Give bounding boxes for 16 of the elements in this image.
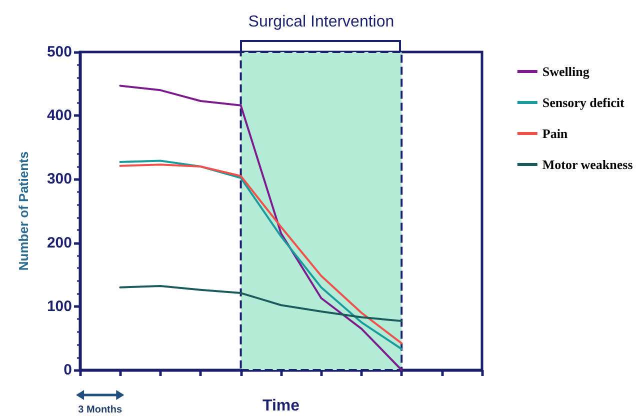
text: 3 Months xyxy=(78,404,122,416)
legend-label: Swelling xyxy=(542,64,590,79)
y-tick-label: 0 xyxy=(64,362,72,378)
y-tick-label: 200 xyxy=(46,234,72,252)
line-series xyxy=(119,84,403,371)
x-axis-title: Time xyxy=(262,398,300,414)
legend-label: Pain xyxy=(542,126,568,141)
legend-label: Sensory deficit xyxy=(542,95,626,110)
text: Surgical Intervention xyxy=(248,14,394,30)
y-tick-label: 500 xyxy=(46,44,72,60)
y-axis-title: Number of Patients xyxy=(16,151,31,271)
y-tick-label: 400 xyxy=(46,107,72,124)
legend-label: Motor weakness xyxy=(542,157,633,172)
line-series xyxy=(119,285,403,322)
y-tick-label: 300 xyxy=(46,170,72,188)
y-tick-label: 100 xyxy=(46,298,72,315)
